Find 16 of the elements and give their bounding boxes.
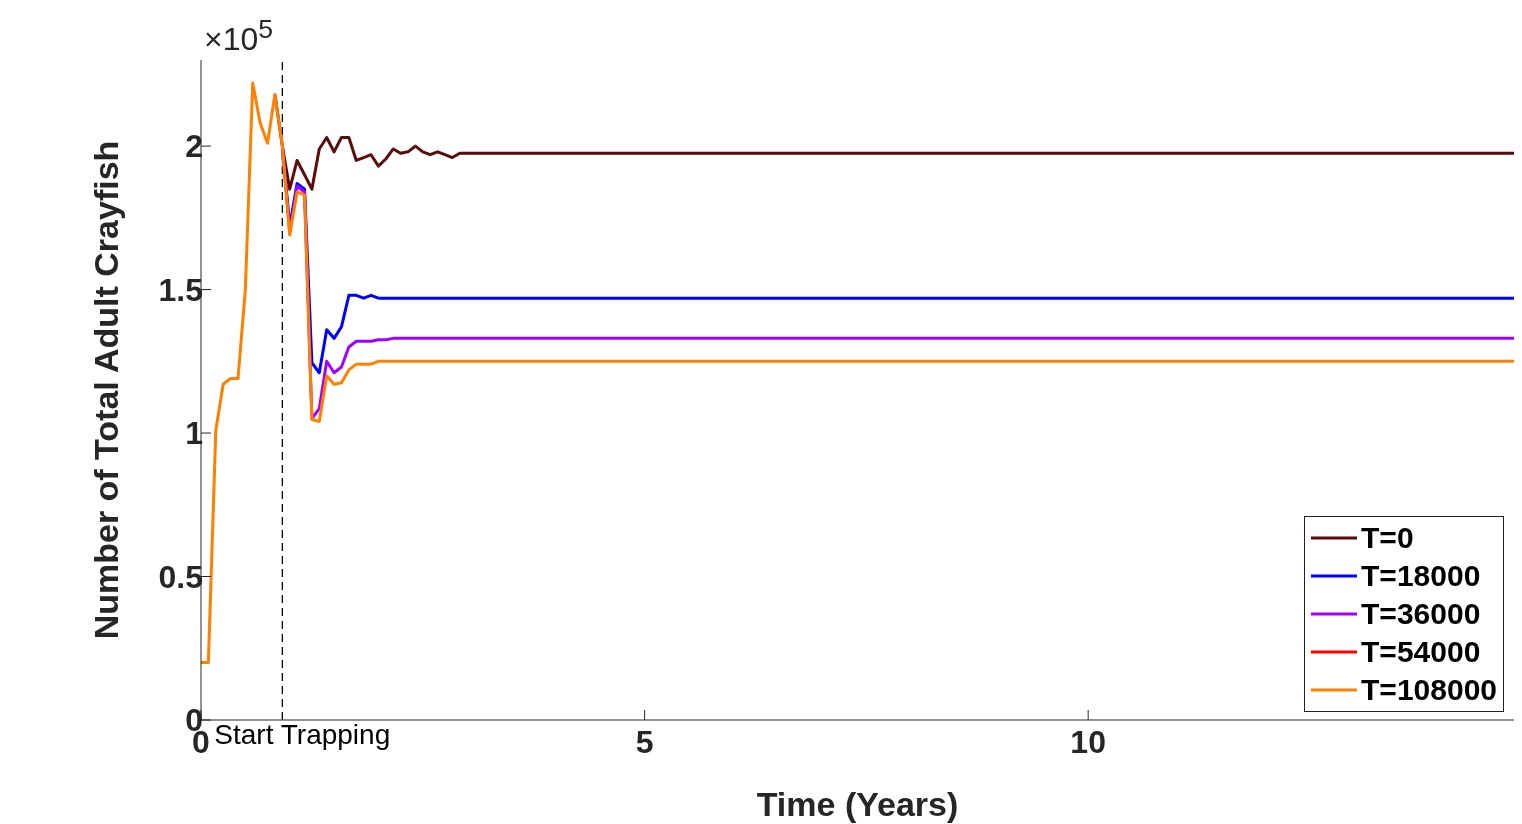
y-tick-label: 1 <box>185 415 203 452</box>
legend-label: T=108000 <box>1361 672 1497 708</box>
legend-label: T=18000 <box>1361 558 1481 594</box>
y-tick-label: 0.5 <box>158 558 203 595</box>
text: ×10$^{5}$ <box>204 14 274 58</box>
y-tick-label: 1.5 <box>158 271 203 308</box>
legend-label: T=0 <box>1361 520 1414 556</box>
line-series <box>201 81 1514 665</box>
y-tick-label: 2 <box>185 128 203 165</box>
y-axis-title: Number of Total Adult Crayfish <box>87 140 126 640</box>
x-tick-label: 5 <box>635 723 654 760</box>
legend-label: T=36000 <box>1361 596 1481 632</box>
x-axis-title: Time (Years) <box>756 785 959 823</box>
ref-line-label: Start Trapping <box>214 719 391 750</box>
x-tick-label: 10 <box>1070 723 1106 760</box>
legend-label: T=54000 <box>1361 634 1481 670</box>
